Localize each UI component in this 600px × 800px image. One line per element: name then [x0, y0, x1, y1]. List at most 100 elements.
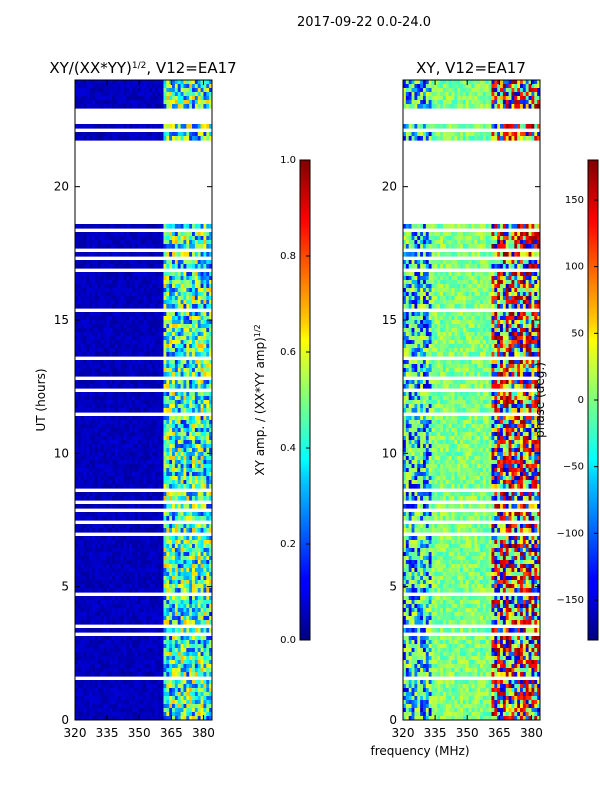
heatmap-cell	[177, 536, 182, 541]
heatmap-cell	[109, 332, 113, 337]
heatmap-cell	[180, 380, 185, 385]
heatmap-cell	[206, 84, 210, 89]
heatmap-cell	[154, 344, 159, 349]
heatmap-cell	[177, 560, 182, 565]
heatmap-cell	[77, 572, 82, 577]
heatmap-cell	[100, 348, 105, 353]
heatmap-cell	[189, 372, 193, 377]
heatmap-cell	[183, 580, 187, 585]
heatmap-cell	[194, 364, 199, 369]
heatmap-cell	[152, 312, 156, 317]
heatmap-cell	[132, 580, 136, 585]
heatmap-cell	[157, 504, 162, 509]
heatmap-cell	[123, 584, 127, 589]
heatmap-cell	[194, 408, 199, 413]
heatmap-cell	[172, 84, 176, 89]
heatmap-cell	[160, 380, 165, 385]
heatmap-cell	[94, 348, 99, 353]
heatmap-cell	[180, 368, 185, 373]
heatmap-cell	[163, 552, 167, 557]
heatmap-cell	[200, 420, 205, 425]
heatmap-cell	[143, 404, 147, 409]
heatmap-cell	[106, 472, 110, 477]
heatmap-cell	[166, 656, 170, 661]
heatmap-cell	[177, 540, 182, 545]
heatmap-cell	[180, 224, 185, 229]
heatmap-cell	[126, 292, 130, 297]
heatmap-cell	[192, 100, 196, 105]
heatmap-cell	[200, 364, 205, 369]
heatmap-cell	[132, 584, 136, 589]
heatmap-cell	[75, 276, 79, 281]
heatmap-cell	[152, 576, 156, 581]
heatmap-cell	[169, 620, 173, 625]
heatmap-cell	[140, 648, 145, 653]
heatmap-cell	[112, 616, 116, 621]
heatmap-cell	[112, 300, 116, 305]
heatmap-cell	[120, 312, 125, 317]
heatmap-cell	[103, 456, 107, 461]
heatmap-cell	[189, 236, 193, 241]
heatmap-cell	[143, 316, 147, 321]
heatmap-cell	[174, 408, 179, 413]
heatmap-cell	[203, 596, 207, 601]
heatmap-cell	[194, 576, 199, 581]
heatmap-cell	[92, 512, 96, 517]
heatmap-cell	[100, 364, 105, 369]
heatmap-cell	[137, 472, 142, 477]
heatmap-cell	[146, 584, 150, 589]
heatmap-cell	[106, 284, 110, 289]
heatmap-cell	[75, 468, 79, 473]
heatmap-cell	[75, 444, 79, 449]
heatmap-cell	[123, 136, 127, 141]
heatmap-cell	[172, 296, 176, 301]
heatmap-cell	[206, 588, 210, 593]
heatmap-cell	[106, 252, 110, 257]
heatmap-cell	[126, 304, 130, 309]
heatmap-cell	[169, 432, 173, 437]
heatmap-cell	[117, 652, 122, 657]
heatmap-cell	[163, 492, 167, 497]
heatmap-cell	[149, 332, 153, 337]
heatmap-cell	[109, 292, 113, 297]
heatmap-cell	[180, 516, 185, 521]
heatmap-cell	[206, 452, 210, 457]
heatmap-cell	[160, 304, 165, 309]
heatmap-cell	[163, 316, 167, 321]
heatmap-cell	[129, 608, 133, 613]
heatmap-cell	[177, 556, 182, 561]
heatmap-cell	[129, 576, 133, 581]
heatmap-cell	[80, 472, 85, 477]
heatmap-cell	[140, 416, 145, 421]
heatmap-cell	[169, 92, 173, 97]
heatmap-cell	[106, 432, 110, 437]
heatmap-cell	[129, 420, 133, 425]
heatmap-cell	[86, 416, 90, 421]
heatmap-cell	[80, 336, 85, 341]
heatmap-cell	[169, 648, 173, 653]
heatmap-cell	[180, 384, 185, 389]
heatmap-cell	[146, 612, 150, 617]
heatmap-cell	[140, 328, 145, 333]
heatmap-cell	[120, 620, 125, 625]
heatmap-cell	[75, 552, 79, 557]
heatmap-cell	[75, 564, 79, 569]
heatmap-cell	[180, 392, 185, 397]
heatmap-cell	[154, 480, 159, 485]
heatmap-cell	[89, 432, 93, 437]
heatmap-cell	[83, 596, 88, 601]
heatmap-cell	[117, 392, 122, 397]
heatmap-cell	[152, 80, 156, 85]
heatmap-cell	[192, 512, 196, 517]
heatmap-cell	[137, 324, 142, 329]
heatmap-cell	[160, 536, 165, 541]
heatmap-cell	[174, 136, 179, 141]
heatmap-cell	[77, 416, 82, 421]
heatmap-cell	[97, 280, 102, 285]
heatmap-cell	[166, 640, 170, 645]
heatmap-cell	[117, 292, 122, 297]
heatmap-cell	[114, 644, 119, 649]
heatmap-cell	[100, 564, 105, 569]
heatmap-cell	[174, 316, 179, 321]
heatmap-cell	[109, 464, 113, 469]
